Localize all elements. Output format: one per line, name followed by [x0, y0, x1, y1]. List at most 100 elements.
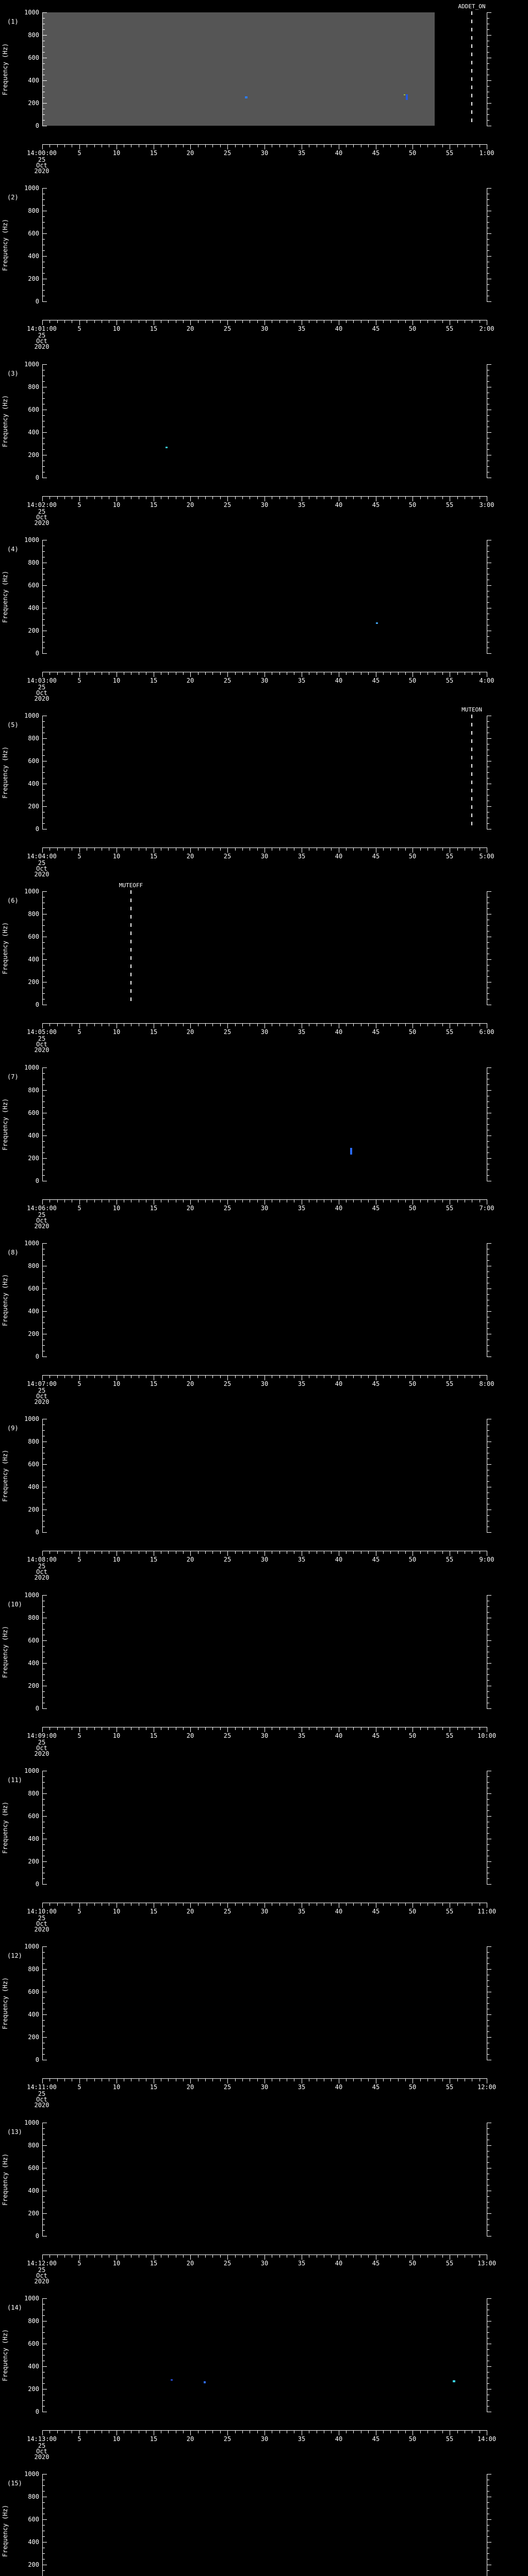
- time-tick: [183, 496, 184, 499]
- time-tick-label: 5: [77, 1380, 81, 1388]
- y-tick-label: 0: [35, 473, 39, 481]
- time-tick: [383, 145, 384, 147]
- time-tick: [242, 2079, 243, 2082]
- panel-index-label: (13): [7, 2128, 22, 2136]
- y-tick: [43, 1118, 45, 1119]
- time-tick: [279, 145, 280, 147]
- y-tick: [487, 2474, 491, 2475]
- y-tick-label: 600: [28, 2340, 39, 2347]
- frequency-axis-label: Frequency (Hz): [2, 1801, 9, 1854]
- time-tick: [457, 1903, 458, 1906]
- y-tick: [43, 1708, 47, 1709]
- y-tick: [43, 789, 45, 790]
- y-tick: [487, 1067, 491, 1068]
- start-time-label: 14:11:00: [27, 2083, 57, 2091]
- y-tick: [43, 1311, 47, 1312]
- time-tick-label: 5: [77, 853, 81, 860]
- y-tick: [487, 1969, 491, 1970]
- y-tick: [43, 2230, 45, 2231]
- time-tick-label: 55: [446, 2083, 454, 2091]
- detection-mark: [350, 1147, 352, 1155]
- time-tick: [442, 145, 443, 147]
- y-tick: [487, 2145, 491, 2146]
- time-tick: [220, 1199, 221, 1202]
- time-tick: [390, 1903, 391, 1906]
- y-tick-label: 1000: [24, 360, 39, 368]
- time-tick: [331, 1551, 332, 1554]
- y-tick: [43, 1844, 45, 1845]
- date-label: Oct: [36, 1216, 47, 1224]
- time-tick-label: 55: [446, 2259, 454, 2267]
- y-tick: [487, 205, 489, 206]
- y-tick-label: 600: [28, 1109, 39, 1116]
- y-tick: [43, 1827, 45, 1828]
- time-tick: [64, 496, 65, 499]
- time-tick: [420, 496, 421, 499]
- time-tick: [390, 1376, 391, 1379]
- y-axis-line: [42, 716, 43, 830]
- y-tick: [487, 1464, 491, 1465]
- event-line: [130, 890, 131, 1005]
- y-tick-label: 600: [28, 230, 39, 238]
- y-tick: [43, 1328, 45, 1329]
- time-tick: [212, 496, 213, 499]
- time-tick: [442, 1376, 443, 1379]
- time-tick: [353, 672, 354, 675]
- time-tick-label: 45: [372, 1380, 380, 1388]
- y-tick-label: 400: [28, 1483, 39, 1491]
- time-tick: [457, 1024, 458, 1027]
- y-tick: [487, 1124, 489, 1125]
- date-label: 2020: [34, 1222, 50, 1230]
- time-tick: [242, 2255, 243, 2258]
- time-tick: [64, 145, 65, 147]
- time-tick: [94, 672, 95, 675]
- time-tick: [94, 1199, 95, 1202]
- time-tick-label: 30: [260, 1556, 269, 1564]
- y-tick: [43, 1158, 47, 1159]
- y-tick: [43, 1833, 45, 1834]
- date-label: Oct: [36, 1744, 47, 1752]
- y-tick-label: 0: [35, 1001, 39, 1009]
- y-tick: [43, 1629, 45, 1630]
- frequency-axis-label: Frequency (Hz): [2, 218, 9, 271]
- y-tick-label: 800: [28, 558, 39, 566]
- y-tick: [487, 284, 489, 285]
- y-tick: [43, 993, 45, 994]
- y-tick: [487, 619, 489, 620]
- time-tick-label: 55: [446, 1907, 454, 1915]
- y-tick: [487, 1515, 489, 1516]
- time-tick-label: 35: [298, 149, 306, 157]
- time-tick-label: 25: [223, 1204, 232, 1212]
- time-tick: [220, 2255, 221, 2258]
- time-tick-label: 45: [372, 1028, 380, 1036]
- time-tick: [442, 2079, 443, 2082]
- time-tick: [353, 2430, 354, 2433]
- time-tick: [242, 1024, 243, 1027]
- time-tick: [257, 1727, 258, 1730]
- y-tick: [487, 1697, 489, 1698]
- y-axis-line: [42, 2474, 43, 2576]
- time-tick: [442, 2255, 443, 2258]
- y-tick: [43, 2491, 45, 2492]
- time-tick: [183, 672, 184, 675]
- y-tick: [43, 1141, 45, 1142]
- time-tick: [205, 496, 206, 499]
- y-tick-label: 400: [28, 2011, 39, 2019]
- time-tick-label: 30: [260, 1380, 269, 1388]
- y-tick-label: 400: [28, 77, 39, 84]
- y-tick: [487, 1793, 491, 1794]
- panel-index-label: (6): [7, 897, 19, 905]
- time-tick-label: 20: [186, 2435, 194, 2443]
- time-tick: [235, 2255, 236, 2258]
- y-tick: [43, 256, 47, 257]
- y-tick-label: 800: [28, 735, 39, 742]
- y-tick: [43, 636, 45, 637]
- time-tick: [227, 145, 228, 149]
- y-tick: [43, 1430, 45, 1431]
- time-tick: [442, 848, 443, 851]
- y-tick-label: 600: [28, 405, 39, 413]
- y-tick: [487, 2502, 489, 2503]
- time-tick-label: 50: [408, 2083, 417, 2091]
- time-tick-label: 15: [150, 1028, 158, 1036]
- time-tick-label: 5: [77, 1556, 81, 1564]
